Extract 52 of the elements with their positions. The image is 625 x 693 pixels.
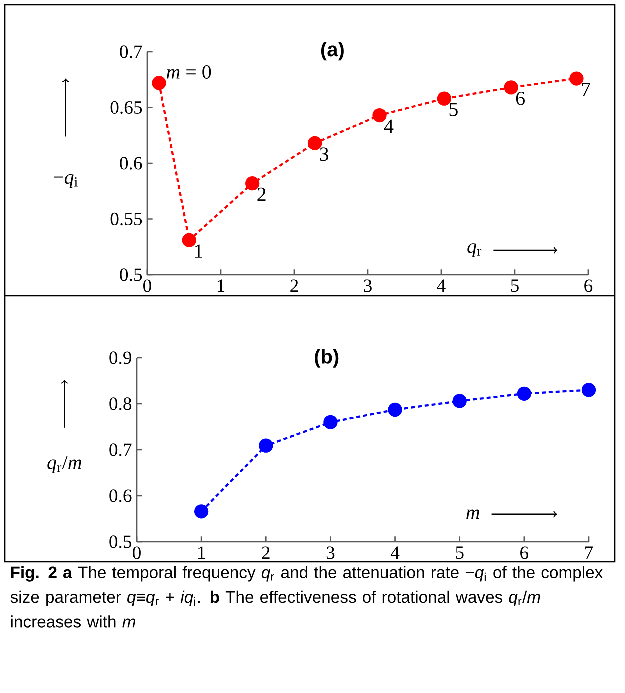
y-tick-label: 0.5 — [120, 268, 142, 282]
chart-title: (a) — [321, 42, 344, 61]
y-tick-label: 0.8 — [110, 398, 132, 410]
y-tick-label: 0.5 — [110, 536, 132, 548]
x-tick-label: 1 — [218, 280, 225, 292]
x-tick-label: 6 — [520, 546, 529, 560]
y-tick-label: 0.9 — [110, 352, 132, 364]
y-axis-title: q$_{r}$/m — [48, 456, 82, 474]
y-axis-title: −q$_{i}$ — [54, 174, 78, 188]
point — [517, 386, 532, 401]
y-tick-label: 0.6 — [120, 157, 142, 170]
annotation: 2 — [258, 188, 266, 202]
x-tick-label: 4 — [390, 546, 400, 559]
x-tick-label: 4 — [437, 280, 446, 292]
point — [437, 92, 452, 106]
annotation: 4 — [384, 120, 394, 133]
y-tick-label: 0.6 — [110, 490, 132, 502]
point — [152, 76, 166, 90]
annotation: 6 — [516, 92, 525, 106]
x-axis-title: q$_{r}$ — [468, 244, 482, 258]
chart-title: (b) — [315, 349, 339, 368]
x-tick-label: 5 — [511, 280, 519, 292]
x-tick-label: 0 — [133, 546, 141, 560]
point — [504, 80, 518, 95]
point — [259, 438, 274, 453]
x-tick-label: 2 — [290, 280, 298, 292]
point — [324, 415, 338, 430]
annotation: 1 — [195, 244, 202, 258]
x-tick-label: 5 — [456, 546, 464, 560]
annotation: 3 — [320, 148, 329, 162]
annotation: 7 — [582, 83, 590, 96]
x-tick-label: 3 — [326, 546, 335, 560]
y-tick-label: 0.7 — [110, 444, 132, 456]
x-tick-label: 6 — [584, 280, 593, 292]
x-tick-label: 3 — [364, 280, 372, 292]
text: Fig. 2 a The temporal frequency q$_{r}$ and the attenuation rate −q$_{i}$ of the complex size parameter q≡q$_{r}$ + iq$_{i}$. b The effectiveness of rotational waves q$_{r}$/m increases with m — [10, 566, 604, 628]
point — [582, 383, 596, 398]
point — [388, 402, 402, 418]
y-tick-label: 0.55 — [110, 212, 142, 226]
point — [570, 72, 584, 86]
x-axis-title: m — [466, 510, 480, 520]
point — [194, 504, 209, 519]
annotation: 5 — [450, 103, 458, 116]
x-tick-label: 0 — [144, 280, 152, 292]
x-tick-label: 1 — [198, 546, 206, 560]
x-tick-label: 2 — [262, 546, 270, 560]
y-tick-label: 0.65 — [110, 101, 142, 114]
y-tick-label: 0.7 — [120, 46, 142, 58]
point — [452, 394, 467, 408]
x-tick-label: 7 — [586, 546, 594, 559]
point — [182, 233, 196, 248]
annotation: m = 0 — [166, 65, 212, 79]
